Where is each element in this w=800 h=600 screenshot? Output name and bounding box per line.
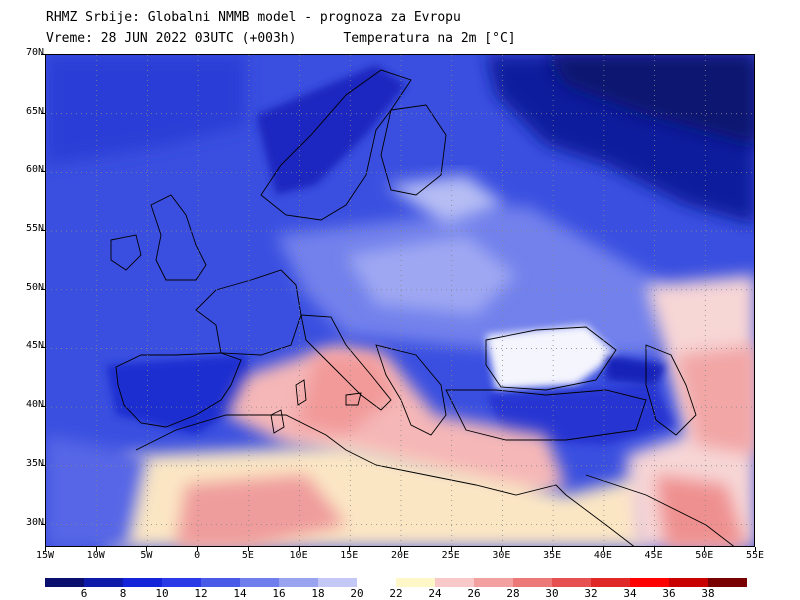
lat-tick-label: 60N [25, 164, 44, 176]
colorbar-swatch [201, 578, 240, 587]
colorbar-label: 12 [194, 587, 208, 600]
colorbar-swatch [123, 578, 162, 587]
lon-tick-label: 15E [340, 550, 359, 561]
lon-tick [146, 547, 148, 551]
lat-tick [41, 523, 45, 525]
lon-tick-label: 40E [593, 550, 612, 561]
lat-tick-label: 30N [25, 516, 44, 528]
lon-tick [704, 547, 706, 551]
colorbar-label: 38 [701, 587, 715, 600]
lat-tick-label: 65N [25, 105, 44, 117]
lat-tick-label: 50N [25, 281, 44, 293]
colorbar-label: 8 [119, 587, 127, 600]
lon-tick [349, 547, 351, 551]
colorbar-label: 16 [272, 587, 286, 600]
map-canvas [46, 55, 754, 546]
colorbar-swatch [435, 578, 474, 587]
colorbar-swatch [357, 578, 396, 587]
colorbar-label: 32 [584, 587, 598, 600]
map-subtitle: Vreme: 28 JUN 2022 03UTC (+003h) Tempera… [46, 31, 516, 46]
lat-tick [41, 464, 45, 466]
colorbar-label: 24 [428, 587, 442, 600]
colorbar-swatch [279, 578, 318, 587]
colorbar-swatch [84, 578, 123, 587]
lon-tick [95, 547, 97, 551]
colorbar-label: 22 [389, 587, 403, 600]
lon-tick-label: 55E [745, 550, 765, 561]
colorbar-swatch [591, 578, 630, 587]
variable-name: Temperatura na 2m [°C] [343, 31, 516, 46]
lon-tick-label: 35E [543, 550, 562, 561]
lat-tick-label: 35N [25, 457, 44, 469]
lon-tick-label: 50E [695, 550, 714, 561]
coastlines [110, 69, 735, 546]
colorbar-label: 14 [233, 587, 247, 600]
lon-tick [197, 547, 199, 551]
lat-tick [41, 347, 45, 349]
colorbar-swatch [669, 578, 708, 587]
lon-tick [552, 547, 554, 551]
lon-tick [400, 547, 401, 551]
lon-tick-label: 5E [241, 550, 254, 561]
lon-tick-label: 15W [35, 550, 55, 561]
colorbar-swatch [240, 578, 279, 587]
colorbar-label: 36 [662, 587, 676, 600]
lon-tick [450, 547, 452, 551]
lon-tick-label: 5W [140, 550, 153, 561]
colorbar-swatch [552, 578, 591, 587]
lat-tick [41, 230, 45, 232]
lat-tick-label: 40N [25, 399, 44, 411]
colorbar-label: 28 [506, 587, 520, 600]
colorbar-swatch [318, 578, 357, 587]
colorbar-label: 26 [467, 587, 481, 600]
colorbar-swatch [396, 578, 435, 587]
lon-tick-label: 10W [86, 550, 105, 561]
colorbar-swatch [45, 578, 84, 587]
colorbar-label: 10 [155, 587, 169, 600]
lon-tick-label: 45E [644, 550, 663, 561]
colorbar-swatch [630, 578, 669, 587]
lat-tick [41, 406, 45, 408]
lon-tick [653, 547, 655, 551]
colorbar-swatch [474, 578, 513, 587]
temperature-colorbar [45, 578, 747, 587]
lat-lon-grid [46, 55, 754, 546]
lat-tick [41, 171, 45, 173]
lon-tick [247, 547, 249, 551]
colorbar-label: 18 [311, 587, 325, 600]
temperature-field [46, 55, 754, 546]
lon-tick-label: 25E [441, 550, 460, 561]
lon-tick [602, 547, 604, 551]
lat-tick-label: 70N [25, 47, 44, 58]
colorbar-label: 6 [80, 587, 88, 600]
lon-tick-label: 30E [492, 550, 511, 561]
colorbar-swatch [708, 578, 747, 587]
lat-tick [41, 54, 45, 55]
map-title: RHMZ Srbije: Globalni NMMB model - progn… [46, 10, 461, 25]
lon-tick-label: 10E [289, 550, 308, 561]
lat-tick-label: 45N [25, 340, 44, 352]
lon-tick [298, 547, 300, 551]
colorbar-swatch [162, 578, 201, 587]
temperature-map [45, 54, 755, 547]
lon-tick-label: 20E [390, 550, 410, 561]
lat-tick [41, 288, 45, 290]
lon-tick-label: 0 [194, 550, 201, 561]
colorbar-label: 30 [545, 587, 559, 600]
lat-tick [41, 112, 45, 114]
lat-tick-label: 55N [25, 223, 44, 235]
lon-tick [501, 547, 503, 551]
lon-tick [755, 547, 756, 551]
colorbar-label: 34 [623, 587, 637, 600]
lon-tick [45, 547, 46, 551]
forecast-time: Vreme: 28 JUN 2022 03UTC (+003h) [46, 31, 297, 46]
colorbar-label: 20 [350, 587, 364, 600]
colorbar-swatch [513, 578, 552, 587]
